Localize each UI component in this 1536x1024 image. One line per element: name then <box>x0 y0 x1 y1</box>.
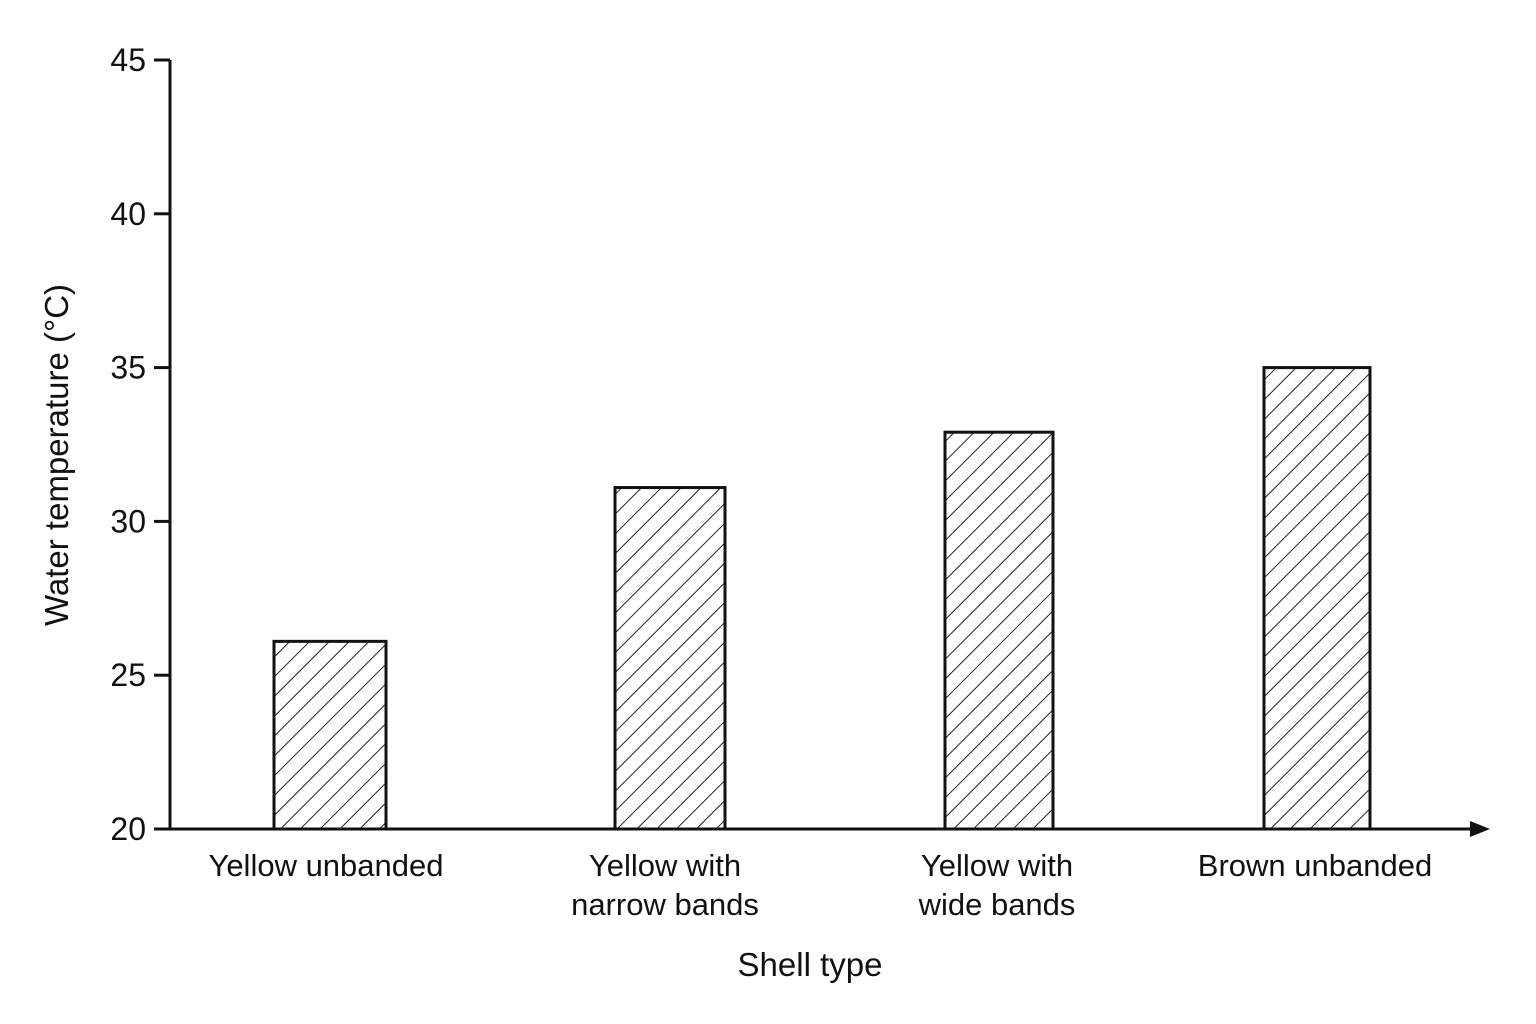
bar-2 <box>943 430 1055 831</box>
y-ticks-group: 20 25 30 35 40 45 <box>110 42 170 847</box>
x-category-label-line: Yellow unbanded <box>208 848 443 883</box>
y-tick-label: 35 <box>110 350 146 386</box>
x-category-label-line: wide bands <box>918 887 1076 922</box>
y-tick-label: 25 <box>110 657 146 693</box>
bars-group <box>272 366 1372 831</box>
y-tick-label: 40 <box>110 196 146 232</box>
y-tick-label: 45 <box>110 42 146 78</box>
y-tick-label: 30 <box>110 503 146 539</box>
y-axis-title: Water temperature (°C) <box>38 284 75 626</box>
x-category-label-line: Brown unbanded <box>1198 848 1432 883</box>
x-axis-title: Shell type <box>738 946 883 983</box>
x-category-label: Yellow with narrow bands <box>571 848 759 922</box>
x-category-label: Yellow unbanded <box>208 848 443 883</box>
x-category-label: Brown unbanded <box>1198 848 1432 883</box>
x-axis-arrowhead <box>1470 821 1490 837</box>
x-category-label-line: narrow bands <box>571 887 759 922</box>
x-category-label-line: Yellow with <box>921 848 1073 883</box>
x-labels-group: Yellow unbanded Yellow with narrow bandsYe… <box>208 848 1432 922</box>
x-category-label: Yellow with wide bands <box>918 848 1076 922</box>
bar-1 <box>613 486 727 831</box>
bar-3 <box>1262 366 1372 831</box>
y-tick-label: 20 <box>110 811 146 847</box>
x-category-label-line: Yellow with <box>589 848 741 883</box>
bar-0 <box>272 639 388 831</box>
